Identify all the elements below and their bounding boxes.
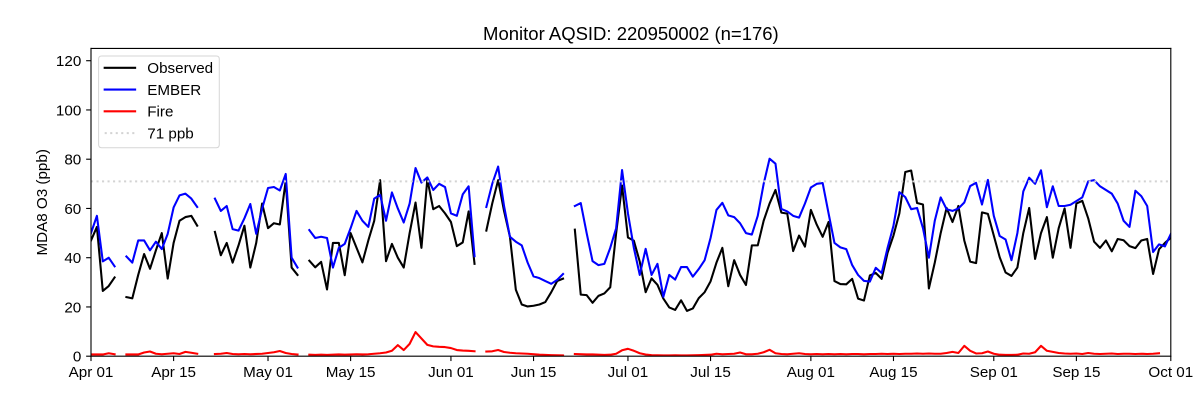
svg-text:Fire: Fire [147,104,173,121]
svg-text:Monitor AQSID: 220950002 (n=17: Monitor AQSID: 220950002 (n=176) [483,23,779,44]
svg-text:Aug 01: Aug 01 [787,364,835,381]
svg-text:May 15: May 15 [326,364,376,381]
svg-text:Jun 01: Jun 01 [428,364,474,381]
svg-text:0: 0 [73,349,81,366]
svg-text:Aug 15: Aug 15 [869,364,917,381]
svg-text:Apr 01: Apr 01 [69,364,114,381]
svg-text:MDA8 O3 (ppb): MDA8 O3 (ppb) [34,149,51,255]
svg-text:60: 60 [64,201,81,218]
svg-text:Sep 15: Sep 15 [1052,364,1100,381]
svg-text:Apr 15: Apr 15 [151,364,196,381]
svg-text:EMBER: EMBER [147,82,201,99]
svg-text:120: 120 [56,53,81,70]
svg-text:Jul 15: Jul 15 [690,364,731,381]
svg-text:71 ppb: 71 ppb [147,125,193,142]
svg-text:100: 100 [56,102,81,119]
svg-text:Observed: Observed [147,60,213,77]
svg-text:May 01: May 01 [243,364,293,381]
svg-text:20: 20 [64,299,81,316]
svg-text:Jul 01: Jul 01 [608,364,649,381]
svg-text:40: 40 [64,250,81,267]
svg-text:80: 80 [64,152,81,169]
svg-text:Oct 01: Oct 01 [1148,364,1193,381]
svg-text:Jun 15: Jun 15 [511,364,557,381]
svg-text:Sep 01: Sep 01 [970,364,1018,381]
